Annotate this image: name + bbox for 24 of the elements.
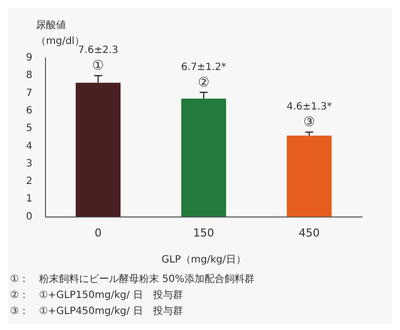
x-axis-title: GLP（mg/kg/日） — [162, 254, 246, 266]
annotation: ③ — [303, 114, 316, 130]
y-tick-label: 8 — [26, 70, 32, 82]
y-tick-label: 2 — [26, 176, 32, 188]
y-tick-label: 5 — [26, 123, 32, 134]
y-tick-label: 9 — [26, 52, 32, 64]
x-tick-label: 150 — [193, 226, 214, 240]
annotation: ① — [92, 58, 104, 74]
y-tick-label: 1 — [26, 194, 32, 205]
y-tick-label: 0 — [26, 211, 32, 222]
y-tick-label: 3 — [26, 158, 32, 170]
y-tick-label: 4 — [26, 140, 32, 152]
text: ②： ①+GLP150mg/kg/ 日 投与群 — [10, 288, 184, 303]
data-label: 4.6±1.3* — [286, 102, 332, 113]
y-tick-label: 7 — [26, 88, 32, 99]
annotation: ② — [198, 75, 210, 90]
text: ①： 粉末飼料にビール酵母粉末 50%添加配合飼料群 — [10, 272, 256, 287]
y-tick-label: 6 — [26, 106, 32, 117]
y-axis-title: 尿酸値（mg/dl） — [36, 19, 85, 47]
data-label: 6.7±1.2* — [181, 62, 226, 73]
text: ③： ①+GLP450mg/kg/ 日 投与群 — [10, 304, 184, 319]
data-label: 7.6±2.3 — [78, 45, 118, 56]
x-tick-label: 450 — [298, 226, 320, 240]
x-tick-label: 0 — [94, 226, 102, 240]
